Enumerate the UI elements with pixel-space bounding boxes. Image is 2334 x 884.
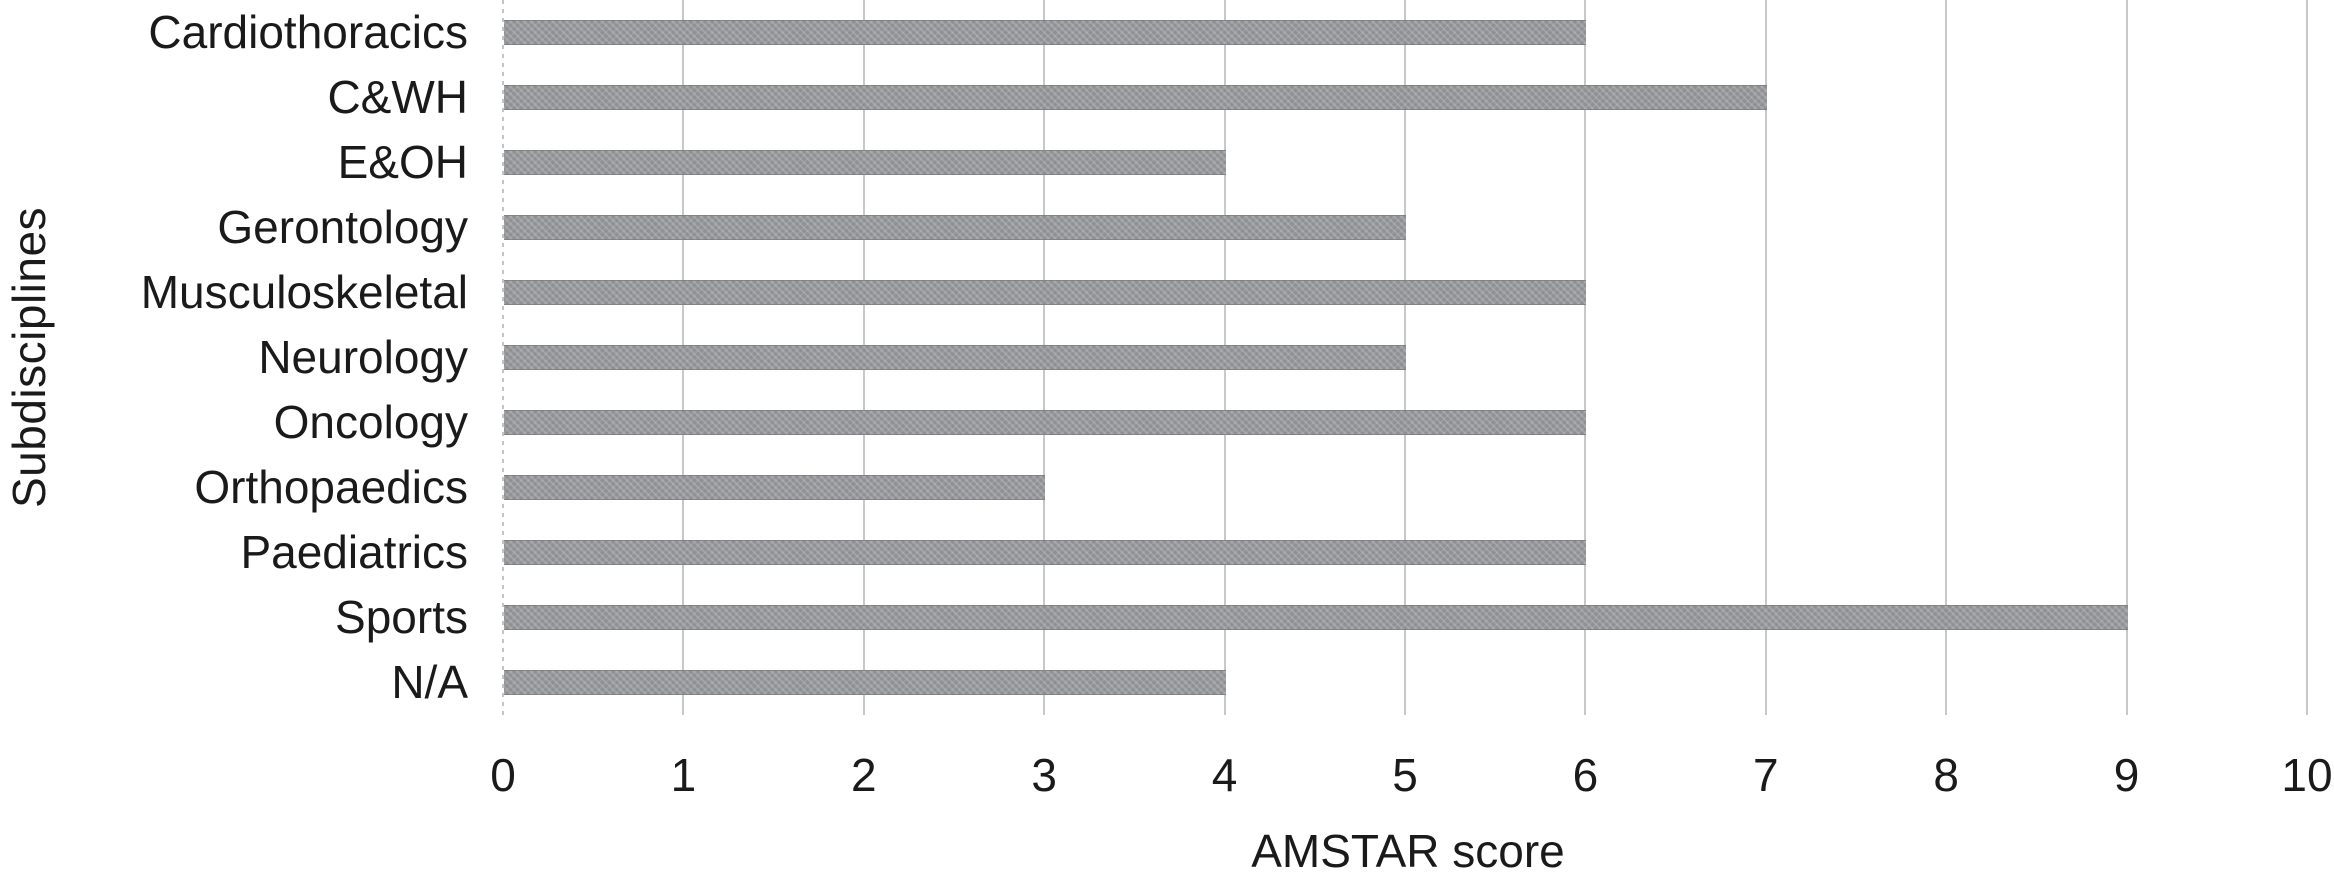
category-label-cardiothoracics: Cardiothoracics: [148, 6, 468, 58]
category-label-neurology: Neurology: [258, 331, 468, 383]
bar-gerontology: [504, 215, 1406, 240]
gridline-9: [2125, 0, 2128, 715]
x-tick-label-1: 1: [670, 749, 697, 801]
bar-oncology: [504, 410, 1587, 435]
x-axis-title: AMSTAR score: [1251, 825, 1565, 877]
x-tick-label-9: 9: [2113, 749, 2140, 801]
chart-row-paediatrics: Paediatrics: [0, 520, 2334, 585]
category-label-c-wh: C&WH: [327, 71, 468, 123]
bar-orthopaedics: [504, 475, 1046, 500]
gridline-8: [1945, 0, 1948, 715]
bar-cardiothoracics: [504, 20, 1587, 45]
x-tick-label-0: 0: [490, 749, 516, 801]
category-label-e-oh: E&OH: [337, 136, 468, 188]
gridline-0: [502, 0, 504, 715]
bar-rows-layer: Cardiothoracics C&WH E&OH Gerontology Muscul…: [0, 0, 2334, 715]
category-label-orthopaedics: Orthopaedics: [194, 461, 468, 513]
bar-c-wh: [504, 85, 1767, 110]
x-tick-label-3: 3: [1031, 749, 1057, 801]
chart-row-musculoskeletal: Musculoskeletal: [0, 260, 2334, 325]
x-tick-label-8: 8: [1933, 749, 1959, 801]
x-tick-label-7: 7: [1753, 749, 1779, 801]
x-tick-label-6: 6: [1572, 749, 1599, 801]
bar-n-a: [504, 670, 1226, 695]
chart-row-orthopaedics: Orthopaedics: [0, 455, 2334, 520]
gridline-7: [1764, 0, 1767, 715]
chart-row-neurology: Neurology: [0, 325, 2334, 390]
bar-neurology: [504, 345, 1406, 370]
x-tick-label-5: 5: [1392, 749, 1418, 801]
gridline-6: [1584, 0, 1587, 715]
category-label-paediatrics: Paediatrics: [240, 526, 468, 578]
chart-row-oncology: Oncology: [0, 390, 2334, 455]
chart-row-n-a: N/A: [0, 650, 2334, 715]
bar-musculoskeletal: [504, 280, 1587, 305]
x-tick-label-2: 2: [851, 749, 877, 801]
chart-row-e-oh: E&OH: [0, 130, 2334, 195]
category-label-musculoskeletal: Musculoskeletal: [140, 266, 468, 318]
x-tick-label-4: 4: [1211, 749, 1238, 801]
bar-e-oh: [504, 150, 1226, 175]
chart-row-c-wh: C&WH: [0, 65, 2334, 130]
x-axis-ticks: 0 1 2 3 4 5 6 7 8 9 10: [490, 749, 2332, 802]
x-tick-label-10: 10: [2281, 749, 2333, 801]
category-label-oncology: Oncology: [273, 396, 468, 448]
category-label-n-a: N/A: [391, 656, 468, 708]
category-label-gerontology: Gerontology: [217, 201, 468, 253]
bar-paediatrics: [504, 540, 1587, 565]
category-label-sports: Sports: [335, 591, 468, 643]
gridline-10: [2306, 0, 2308, 715]
bar-sports: [504, 605, 2128, 630]
chart-row-gerontology: Gerontology: [0, 195, 2334, 260]
chart-row-cardiothoracics: Cardiothoracics: [0, 0, 2334, 65]
chart-row-sports: Sports: [0, 585, 2334, 650]
